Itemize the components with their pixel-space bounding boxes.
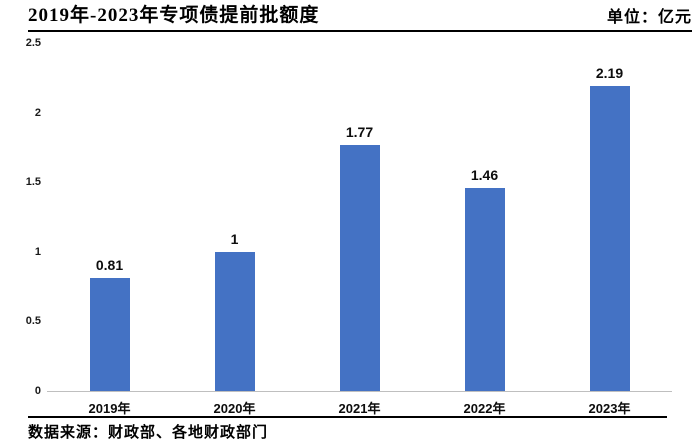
chart-header: 2019年-2023年专项债提前批额度 单位：亿元 (28, 5, 692, 32)
y-tick-label: 2 (34, 106, 41, 119)
unit-label: 单位：亿元 (606, 8, 692, 26)
bar-value-label: 0.81 (95, 257, 124, 274)
bar-value-label: 1 (230, 230, 239, 247)
y-tick-label: 1 (34, 245, 41, 258)
chart-footer: 数据来源：财政部、各地财政部门 (28, 416, 667, 442)
x-tick-label: 2023年 (588, 401, 631, 416)
x-tick-label: 2022年 (463, 401, 506, 416)
x-tick-label: 2021年 (338, 401, 381, 416)
data-source-label: 数据来源：财政部、各地财政部门 (28, 425, 269, 441)
y-tick-label: 1.5 (25, 176, 41, 189)
x-tick-label: 2020年 (213, 401, 256, 416)
y-tick-label: 0 (34, 385, 41, 397)
x-tick-label: 2019年 (88, 401, 131, 416)
bar (339, 144, 380, 391)
bar-value-label: 2.19 (595, 65, 624, 82)
y-tick-label: 0.5 (25, 315, 41, 328)
bar (589, 86, 630, 391)
y-tick-label: 2.5 (25, 37, 41, 49)
bar-value-label: 1.77 (345, 123, 374, 140)
x-axis-baseline (47, 391, 672, 392)
bar (89, 278, 130, 391)
bar-value-label: 1.46 (470, 166, 499, 183)
chart-title: 2019年-2023年专项债提前批额度 (28, 5, 320, 26)
bar (214, 251, 255, 391)
bar (464, 187, 505, 391)
